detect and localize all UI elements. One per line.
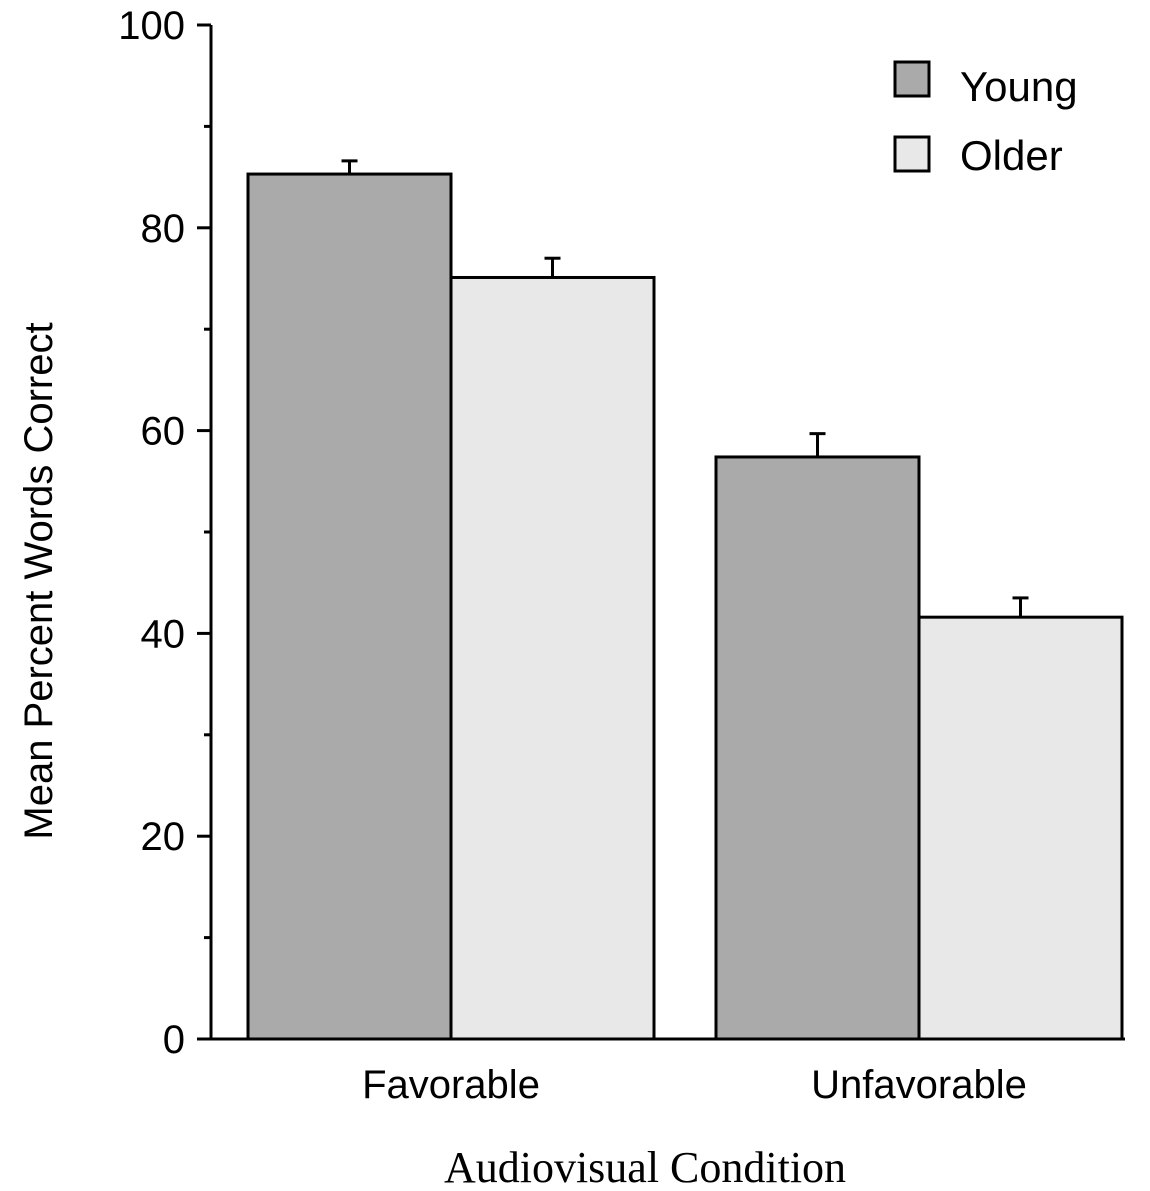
y-tick-label: 80 [141, 207, 186, 251]
x-tick-label: Unfavorable [811, 1063, 1027, 1107]
ticks-layer: 0 20 40 60 80 100 Favorable Unfavorable [118, 4, 1027, 1107]
legend-swatch-young [893, 60, 931, 98]
y-tick-label: 100 [118, 4, 185, 48]
y-tick-label: 0 [163, 1018, 185, 1062]
legend-swatch-older [893, 135, 931, 173]
bar-older-unfavorable [917, 615, 1124, 1041]
legend: Young Older [893, 60, 1078, 179]
legend-label-young: Young [960, 63, 1078, 110]
bar-older-favorable [449, 275, 656, 1041]
bar-young-unfavorable [714, 455, 921, 1041]
y-axis-label: Mean Percent Words Correct [17, 322, 61, 839]
y-tick-label: 40 [141, 612, 186, 656]
y-tick-label: 20 [141, 815, 186, 859]
x-tick-label: Favorable [362, 1063, 540, 1107]
x-axis-label: Audiovisual Condition [444, 1143, 846, 1191]
legend-label-older: Older [960, 132, 1063, 179]
bar-young-favorable [246, 172, 453, 1041]
y-tick-label: 60 [141, 410, 186, 454]
bars-layer [246, 159, 1124, 1041]
